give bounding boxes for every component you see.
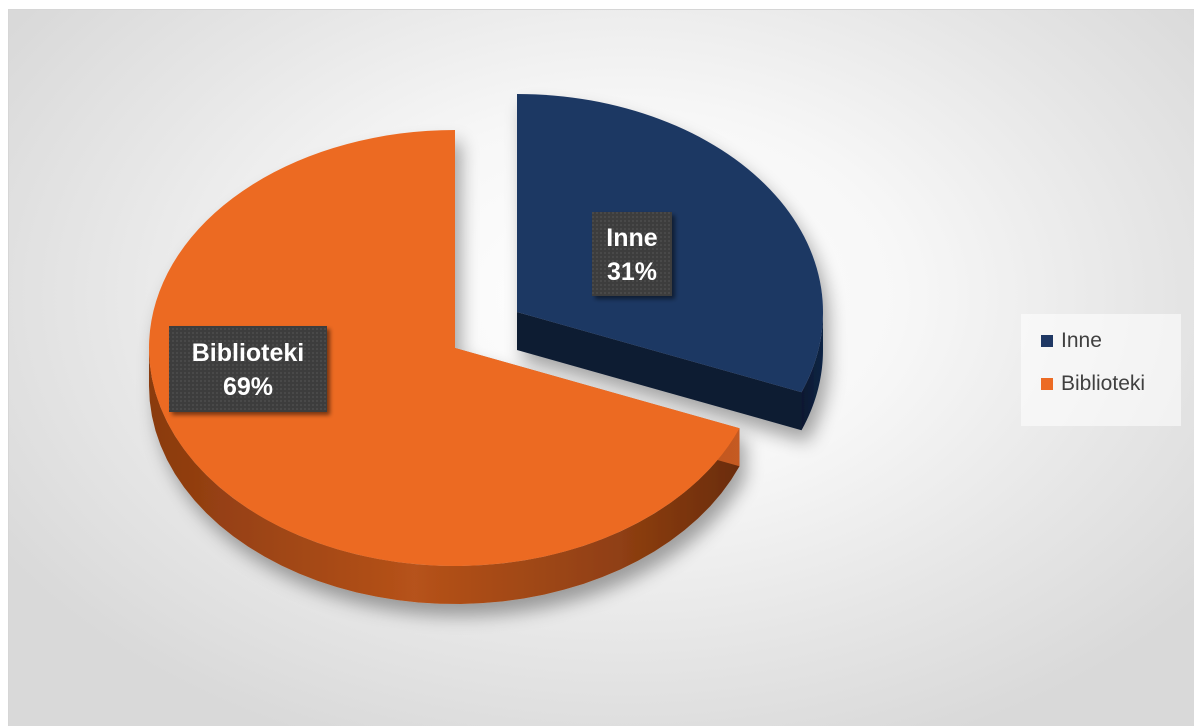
data-label-box-biblioteki <box>169 326 327 412</box>
data-label-category-biblioteki: Biblioteki <box>192 339 305 367</box>
data-label-box-inne <box>592 212 672 296</box>
pie-slice-side-inne <box>801 312 823 431</box>
legend-label-inne: Inne <box>1061 329 1102 352</box>
pie-slice-top-biblioteki <box>149 130 740 566</box>
legend-item-biblioteki[interactable]: Biblioteki <box>1021 369 1145 399</box>
data-label-inne: Inne 31% <box>592 212 672 296</box>
data-label-value-biblioteki: 69% <box>223 373 273 401</box>
legend-label-biblioteki: Biblioteki <box>1061 372 1146 395</box>
legend-item-inne[interactable]: Inne <box>1021 326 1102 356</box>
pie-slice-biblioteki[interactable] <box>149 130 740 604</box>
data-label-category-inne: Inne <box>606 224 657 252</box>
legend-swatch-inne <box>1041 335 1053 347</box>
data-label-value-inne: 31% <box>607 258 657 286</box>
pie-slice-wall-end-inne <box>517 312 802 431</box>
legend-swatch-biblioteki <box>1041 378 1053 390</box>
data-label-biblioteki: Biblioteki 69% <box>169 326 327 412</box>
pie-slice-side-biblioteki <box>149 348 740 604</box>
chart-legend: Inne Biblioteki <box>1021 314 1181 426</box>
